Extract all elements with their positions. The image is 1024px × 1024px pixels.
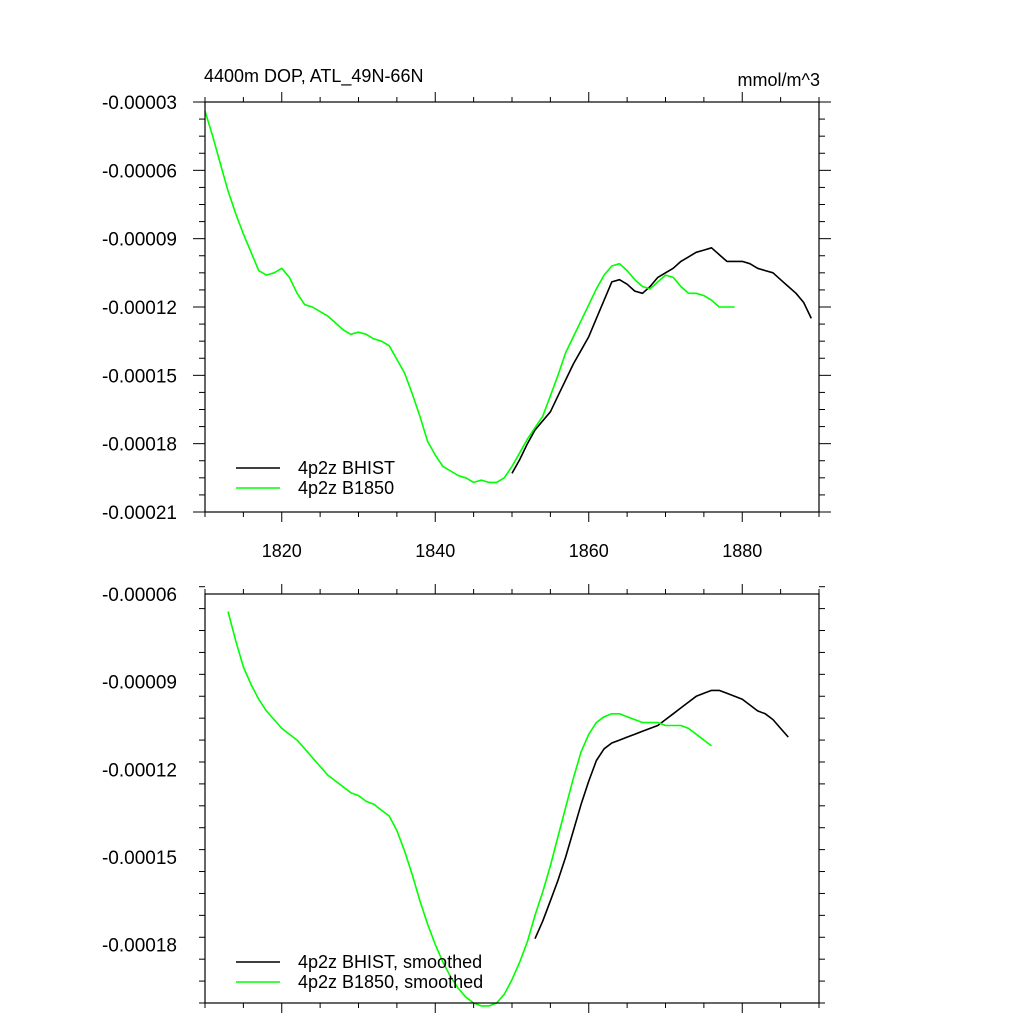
top-panel-ticks [193, 92, 831, 522]
legend-label: 4p2z B1850 [298, 478, 394, 498]
series-line-b1850 [227, 611, 712, 1007]
legend-label: 4p2z BHIST, smoothed [298, 952, 482, 972]
y-tick-label: -0.00003 [102, 93, 177, 114]
legend-label: 4p2z BHIST [298, 458, 395, 478]
series-line-b1850 [204, 110, 735, 484]
legend-label: 4p2z B1850, smoothed [298, 972, 483, 992]
y-tick-label: -0.00012 [102, 298, 177, 319]
bottom-panel-frame [204, 593, 820, 1004]
y-tick-label: -0.00006 [102, 585, 177, 606]
y-tick-label: -0.00015 [102, 366, 177, 387]
top-panel-series [204, 110, 813, 484]
y-tick-label: -0.00006 [102, 161, 177, 182]
y-tick-label: -0.00015 [102, 848, 177, 869]
x-tick-label: 1860 [569, 541, 609, 561]
bottom-panel: -0.00006 -0.00009 -0.00012 -0.00015 -0.00018… [102, 584, 825, 1013]
y-tick-label: -0.00009 [102, 673, 177, 694]
top-panel: 4400m DOP, ATL_49N-66N mmol/m^3 1820 1840… [102, 66, 831, 561]
x-tick-label: 1840 [415, 541, 455, 561]
bottom-panel-ticks [199, 584, 825, 1013]
top-panel-title: 4400m DOP, ATL_49N-66N [204, 66, 423, 87]
bottom-panel-series [227, 611, 789, 1007]
y-tick-label: -0.00021 [102, 503, 177, 524]
y-tick-label: -0.00009 [102, 230, 177, 251]
y-tick-label: -0.00018 [102, 435, 177, 456]
top-panel-tick-labels: 1820 1840 1860 1880 -0.00003 -0.00006 -0.00009… [102, 93, 762, 561]
top-panel-units: mmol/m^3 [738, 70, 820, 90]
y-tick-label: -0.00012 [102, 760, 177, 781]
bottom-panel-tick-labels: -0.00006 -0.00009 -0.00012 -0.00015 -0.00018 [102, 585, 177, 957]
series-line-bhist [534, 689, 789, 940]
series-line-bhist [511, 247, 813, 474]
x-tick-label: 1880 [722, 541, 762, 561]
x-tick-label: 1820 [262, 541, 302, 561]
top-panel-frame [204, 101, 820, 513]
y-tick-label: -0.00018 [102, 936, 177, 957]
